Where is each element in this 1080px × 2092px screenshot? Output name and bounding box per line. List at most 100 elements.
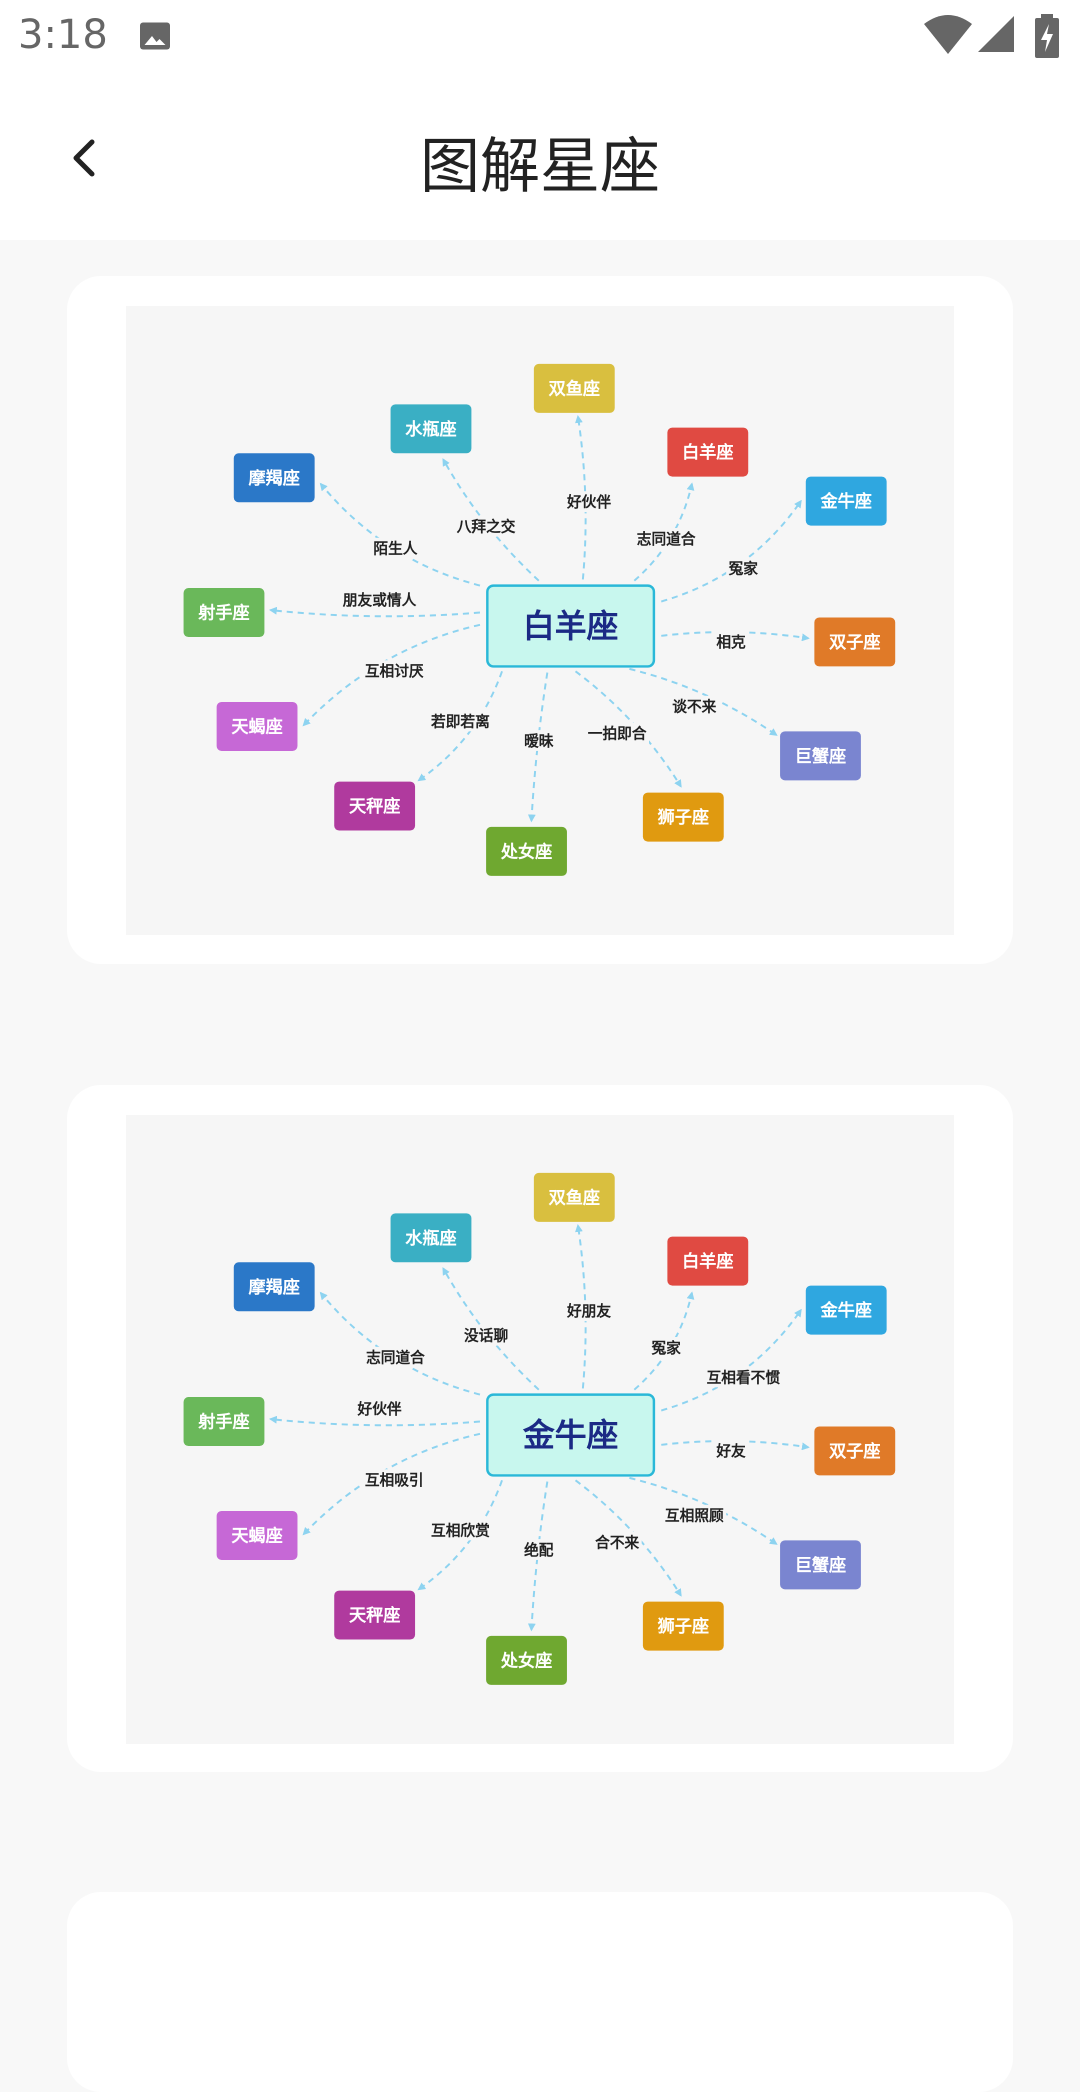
signal-icon (978, 16, 1014, 52)
constellation-node: 双子座 (814, 617, 896, 667)
constellation-name: 狮子座 (657, 807, 709, 828)
relation-label-bg (521, 1539, 556, 1560)
constellation-node: 天秤座 (334, 1590, 416, 1640)
relation-label: 互相照顾 (665, 1507, 724, 1525)
relation-arrow (417, 671, 503, 782)
relation-label: 互相欣赏 (431, 1521, 490, 1539)
relation-arrow (268, 606, 481, 618)
relation-label: 冤家 (651, 1339, 681, 1357)
constellation-node: 摩羯座 (233, 453, 315, 503)
diagram-card[interactable] (67, 1892, 1013, 2092)
diagram-card[interactable]: 好朋友 双鱼座 没话聊 水瓶座 志同道合 摩羯座 冤家 白羊座 互相看不惯 金牛座 好伙伴 射手座 好友… (67, 1085, 1013, 1772)
constellation-node: 处女座 (486, 1635, 567, 1685)
relation-label-bg (454, 515, 518, 537)
relation-label: 好友 (715, 1442, 746, 1460)
relation-label: 朋友或情人 (343, 591, 417, 609)
constellation-name: 水瓶座 (405, 1228, 456, 1249)
relation-arrow (661, 1440, 810, 1451)
center-constellation: 白羊座 (523, 607, 619, 645)
relation-label-bg (461, 1324, 511, 1346)
constellation-name: 天秤座 (349, 1605, 400, 1626)
constellation-name: 白羊座 (682, 1251, 733, 1272)
constellation-node: 白羊座 (667, 1236, 749, 1286)
relation-arrow (661, 631, 810, 642)
relation-label-bg (428, 710, 493, 732)
constellation-name: 金牛座 (820, 1300, 872, 1321)
constellation-node: 水瓶座 (390, 404, 472, 454)
relation-label: 八拜之交 (457, 518, 516, 536)
constellation-node: 射手座 (183, 1397, 265, 1447)
diagram-card[interactable]: 好伙伴 双鱼座 八拜之交 水瓶座 陌生人 摩羯座 志同道合 白羊座 冤家 金牛座 朋友或情人 射手座相… (67, 276, 1013, 964)
constellation-node: 天蝎座 (216, 701, 298, 751)
relation-label: 一拍即合 (588, 725, 647, 743)
relation-label: 志同道合 (637, 530, 696, 548)
constellation-name: 摩羯座 (249, 468, 300, 489)
page-title: 图解星座 (420, 132, 660, 202)
constellation-name: 天秤座 (349, 796, 400, 817)
relation-label: 互相讨厌 (365, 662, 424, 680)
relation-label-bg (713, 630, 749, 652)
constellation-name: 处女座 (500, 1651, 552, 1672)
constellation-node: 水瓶座 (390, 1213, 472, 1263)
relation-label-bg (564, 1300, 614, 1322)
constellation-node: 天蝎座 (216, 1510, 298, 1560)
app-bar: 图解星座 (0, 80, 1080, 240)
relation-arrow (417, 1480, 503, 1591)
constellation-node: 双鱼座 (533, 363, 615, 413)
relation-label-bg (362, 1469, 427, 1491)
relation-label: 谈不来 (672, 698, 716, 716)
constellation-node: 狮子座 (642, 792, 724, 842)
relation-label-bg (662, 1504, 727, 1526)
constellation-node: 金牛座 (805, 1285, 887, 1335)
relation-arrow (268, 1415, 481, 1427)
constellation-node: 巨蟹座 (780, 1540, 861, 1590)
relation-label: 没话聊 (464, 1327, 508, 1345)
relation-label-bg (428, 1519, 493, 1541)
constellation-name: 白羊座 (682, 442, 733, 463)
constellation-name: 双子座 (829, 1441, 880, 1462)
relation-label: 冤家 (729, 559, 759, 577)
constellation-name: 摩羯座 (249, 1277, 300, 1298)
relation-label-bg (726, 557, 761, 579)
relation-label: 相克 (716, 633, 746, 651)
relation-label: 合不来 (594, 1534, 639, 1552)
center-node: 金牛座 (486, 1393, 656, 1477)
relation-label: 好伙伴 (566, 493, 611, 511)
constellation-diagram: 好朋友 双鱼座 没话聊 水瓶座 志同道合 摩羯座 冤家 白羊座 互相看不惯 金牛座 好伙伴 射手座 好友… (126, 1115, 954, 1744)
constellation-name: 双鱼座 (549, 379, 600, 400)
relation-label-bg (669, 695, 719, 717)
constellation-node: 白羊座 (667, 427, 749, 477)
constellation-node: 摩羯座 (233, 1262, 315, 1312)
chevron-left-icon[interactable] (58, 128, 118, 188)
relation-label-bg (362, 660, 427, 682)
constellation-name: 双鱼座 (549, 1188, 600, 1209)
constellation-node: 天秤座 (334, 781, 416, 831)
constellation-node: 射手座 (183, 588, 265, 638)
relation-arrow (629, 1476, 778, 1545)
status-time: 3:18 (18, 12, 108, 58)
relation-arrow (629, 667, 778, 736)
status-bar: 3:18 (0, 0, 1080, 80)
constellation-node: 处女座 (486, 826, 567, 876)
relation-arrow (319, 1291, 481, 1396)
relation-label: 暧昧 (524, 732, 554, 750)
relation-label-bg (592, 1531, 642, 1553)
relation-label: 互相吸引 (365, 1471, 424, 1489)
constellation-node: 狮子座 (642, 1601, 724, 1651)
relation-label-bg (340, 589, 419, 611)
constellation-name: 水瓶座 (405, 419, 456, 440)
relation-label-bg (370, 537, 420, 559)
constellation-name: 天蝎座 (231, 717, 282, 738)
relation-label-bg (521, 730, 556, 751)
constellation-node: 巨蟹座 (780, 731, 861, 781)
constellation-name: 射手座 (197, 603, 249, 624)
wifi-icon (924, 15, 972, 54)
constellation-node: 双鱼座 (533, 1172, 615, 1222)
relation-label-bg (704, 1366, 783, 1388)
relation-label: 陌生人 (373, 540, 417, 558)
constellation-name: 双子座 (829, 632, 880, 653)
image-icon (140, 22, 170, 50)
constellation-name: 巨蟹座 (795, 1555, 846, 1576)
constellation-node: 双子座 (814, 1426, 896, 1476)
center-constellation: 金牛座 (522, 1416, 618, 1454)
